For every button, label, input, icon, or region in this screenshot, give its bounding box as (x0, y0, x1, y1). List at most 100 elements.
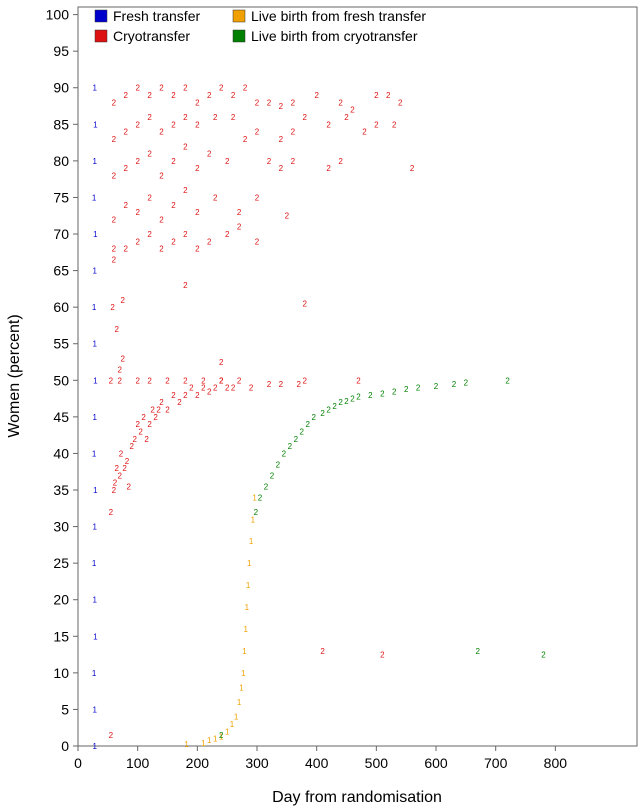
legend-swatch (232, 29, 246, 43)
data-point: 2 (303, 113, 308, 122)
data-point: 1 (92, 303, 97, 312)
data-point: 2 (113, 479, 118, 488)
data-point: 2 (150, 406, 155, 415)
data-point: 1 (92, 267, 97, 276)
data-point: 2 (294, 435, 299, 444)
data-point: 2 (207, 387, 212, 396)
data-point: 2 (291, 98, 296, 107)
data-point: 2 (126, 482, 131, 491)
data-point: 2 (147, 230, 152, 239)
data-point: 1 (246, 581, 251, 590)
data-point: 2 (452, 380, 457, 389)
data-point: 2 (147, 420, 152, 429)
data-point: 2 (306, 420, 311, 429)
data-point: 2 (350, 395, 355, 404)
y-tick-label: 0 (61, 738, 69, 754)
data-point: 2 (386, 91, 391, 100)
data-point: 1 (237, 698, 242, 707)
data-point: 2 (112, 215, 117, 224)
data-point: 1 (92, 84, 97, 93)
data-point: 2 (258, 493, 263, 502)
data-point: 1 (201, 739, 206, 748)
data-point: 2 (344, 113, 349, 122)
data-point: 2 (255, 237, 260, 246)
y-tick-label: 65 (53, 263, 69, 279)
y-tick-label: 20 (53, 592, 69, 608)
data-point: 1 (239, 683, 244, 692)
data-point: 2 (207, 237, 212, 246)
data-point: 2 (112, 486, 117, 495)
data-point: 2 (112, 135, 117, 144)
data-point: 2 (195, 98, 200, 107)
data-point: 2 (183, 84, 188, 93)
data-point: 2 (110, 303, 115, 312)
data-point: 2 (124, 201, 129, 210)
y-tick-label: 25 (53, 555, 69, 571)
y-tick-label: 50 (53, 372, 69, 388)
data-point: 2 (303, 376, 308, 385)
data-point: 2 (392, 387, 397, 396)
data-point: 2 (380, 389, 385, 398)
data-point: 2 (291, 128, 296, 137)
data-point: 2 (119, 449, 124, 458)
data-point: 2 (282, 449, 287, 458)
data-point: 1 (252, 493, 257, 502)
data-point: 1 (249, 537, 254, 546)
data-point: 2 (338, 98, 343, 107)
y-tick-label: 30 (53, 519, 69, 535)
data-point: 2 (314, 91, 319, 100)
data-point: 2 (124, 164, 129, 173)
data-point: 2 (171, 237, 176, 246)
x-tick-label: 100 (126, 755, 150, 771)
y-tick-label: 75 (53, 189, 69, 205)
data-point: 1 (92, 193, 97, 202)
data-point: 2 (231, 384, 236, 393)
data-point: 2 (338, 398, 343, 407)
data-point: 2 (183, 376, 188, 385)
data-point: 2 (219, 731, 224, 740)
data-point: 2 (183, 230, 188, 239)
data-point: 2 (255, 193, 260, 202)
data-point: 2 (392, 120, 397, 129)
data-point: 2 (207, 91, 212, 100)
data-point: 1 (251, 515, 256, 524)
data-point: 2 (237, 208, 242, 217)
data-point: 2 (270, 471, 275, 480)
data-point: 2 (243, 84, 248, 93)
data-point: 2 (404, 385, 409, 394)
data-point: 2 (159, 215, 164, 224)
y-tick-label: 60 (53, 299, 69, 315)
y-tick-label: 45 (53, 409, 69, 425)
data-point: 2 (374, 91, 379, 100)
data-point: 2 (267, 98, 272, 107)
data-point: 2 (338, 157, 343, 166)
data-point: 1 (225, 727, 230, 736)
data-point: 1 (92, 413, 97, 422)
data-point: 2 (183, 113, 188, 122)
data-point: 2 (344, 397, 349, 406)
data-point: 2 (112, 256, 117, 265)
x-tick-label: 300 (245, 755, 269, 771)
data-point: 2 (225, 157, 230, 166)
data-point: 2 (398, 98, 403, 107)
data-point: 2 (165, 376, 170, 385)
data-point: 2 (201, 384, 206, 393)
y-tick-label: 100 (46, 7, 70, 23)
data-point: 1 (93, 632, 98, 641)
x-tick-label: 500 (365, 755, 389, 771)
data-point: 2 (171, 91, 176, 100)
data-point: 1 (92, 596, 97, 605)
data-point: 2 (326, 120, 331, 129)
y-tick-label: 90 (53, 80, 69, 96)
data-point: 2 (219, 376, 224, 385)
data-point: 2 (147, 150, 152, 159)
data-point: 2 (112, 245, 117, 254)
data-point: 2 (109, 376, 114, 385)
data-point: 2 (153, 413, 158, 422)
data-point: 2 (135, 157, 140, 166)
legend-label: Live birth from cryotransfer (251, 28, 418, 44)
data-point: 2 (135, 84, 140, 93)
data-point: 1 (230, 720, 235, 729)
data-point: 2 (135, 208, 140, 217)
data-point: 1 (241, 669, 246, 678)
